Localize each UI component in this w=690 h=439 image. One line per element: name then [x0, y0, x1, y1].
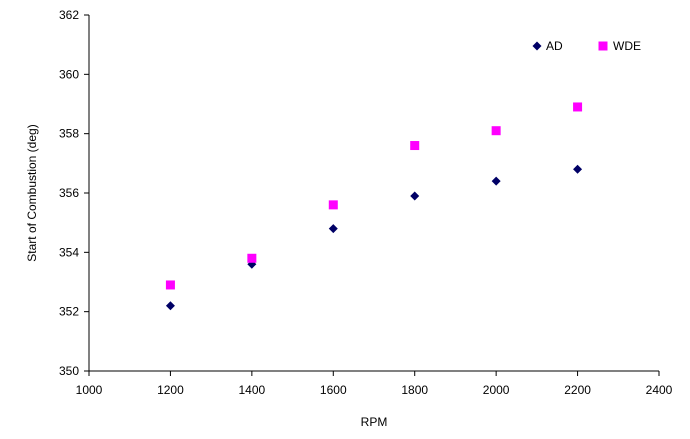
legend-marker — [598, 41, 608, 51]
legend-marker — [532, 41, 542, 51]
legend-item: WDE — [598, 39, 641, 53]
y-tick-label: 360 — [59, 67, 79, 81]
data-point — [573, 102, 583, 112]
x-tick-label: 1600 — [320, 383, 347, 397]
x-axis-title: RPM — [361, 415, 388, 429]
legend: AD WDE — [532, 39, 641, 53]
x-tick-label: 2000 — [483, 383, 510, 397]
legend-label: AD — [546, 39, 563, 53]
legend-item: AD — [532, 39, 563, 53]
series-layer — [165, 102, 583, 311]
x-tick-label: 1400 — [239, 383, 266, 397]
y-axis-ticks: 350 352 354 356 358 360 362 — [59, 8, 89, 378]
series-wde — [165, 102, 583, 290]
x-axis-ticks: 1000 1200 1400 1600 1800 2000 2200 2400 — [76, 371, 673, 397]
x-tick-label: 2200 — [564, 383, 591, 397]
data-point — [410, 191, 420, 201]
data-point — [491, 126, 501, 136]
data-point — [165, 280, 175, 290]
plot-area — [88, 15, 659, 372]
x-tick-label: 1000 — [76, 383, 103, 397]
y-tick-label: 358 — [59, 127, 79, 141]
y-tick-label: 350 — [59, 364, 79, 378]
data-point — [573, 164, 583, 174]
legend-label: WDE — [613, 39, 641, 53]
data-point — [328, 200, 338, 210]
data-point — [491, 176, 501, 186]
data-point — [165, 301, 175, 311]
y-tick-label: 352 — [59, 305, 79, 319]
x-tick-label: 1800 — [401, 383, 428, 397]
y-tick-label: 362 — [59, 8, 79, 22]
y-tick-label: 356 — [59, 186, 79, 200]
data-point — [247, 253, 257, 263]
data-point — [328, 224, 338, 234]
y-tick-label: 354 — [59, 245, 79, 259]
x-tick-label: 1200 — [157, 383, 184, 397]
data-point — [410, 141, 420, 151]
y-axis-title: Start of Combustion (deg) — [25, 124, 39, 261]
series-ad — [165, 164, 583, 311]
x-tick-label: 2400 — [646, 383, 673, 397]
